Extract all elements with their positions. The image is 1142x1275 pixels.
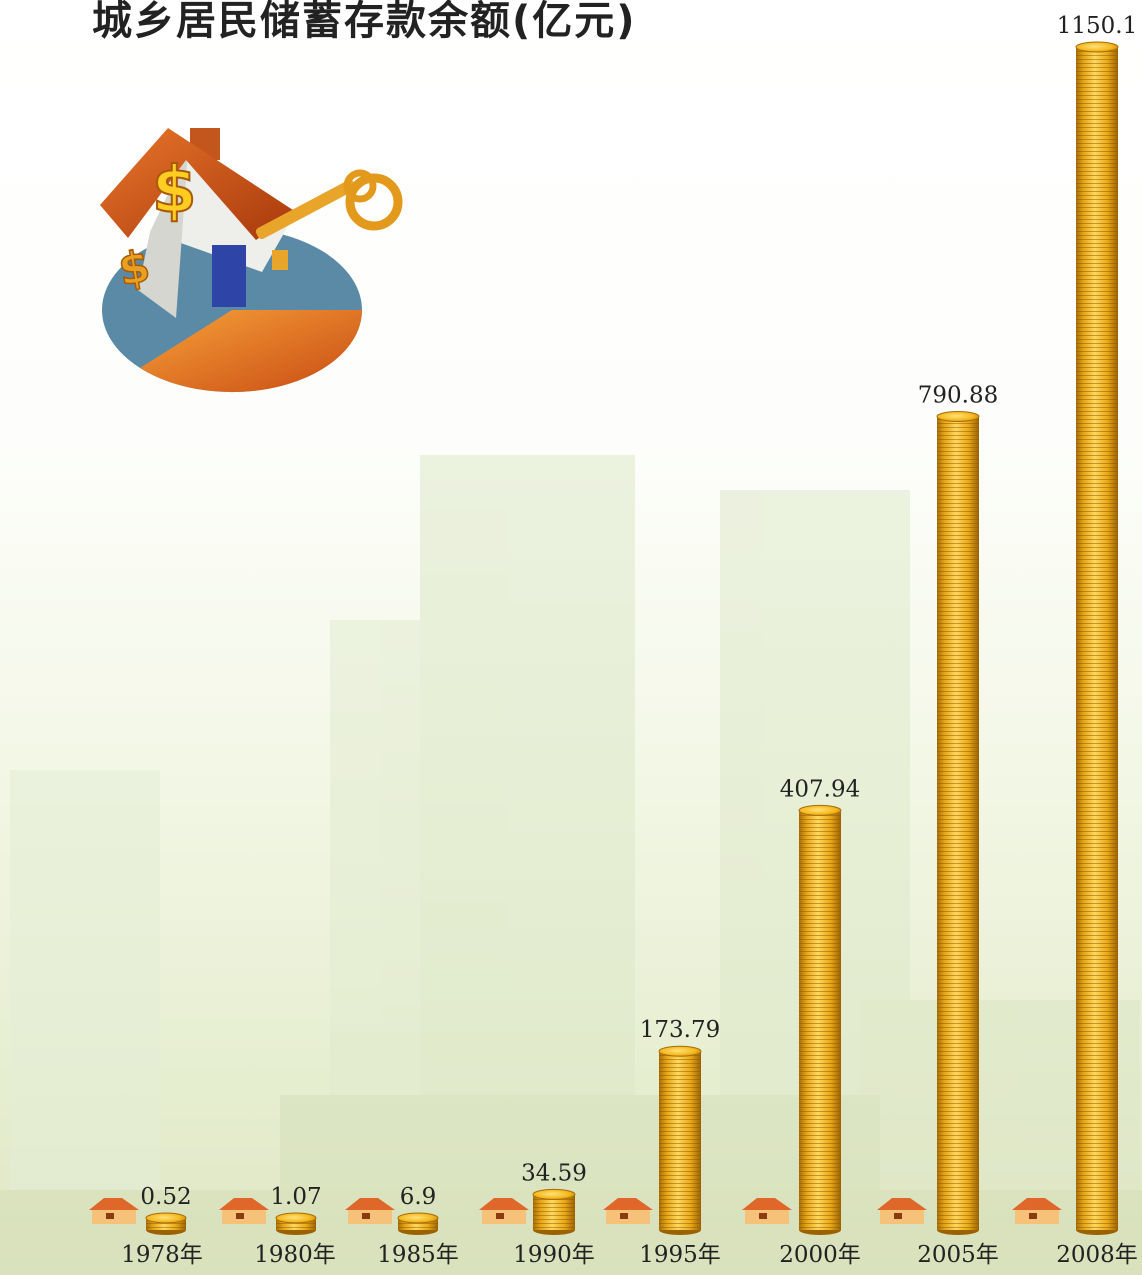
year-label: 1980年	[254, 1242, 336, 1268]
value-label: 173.79	[640, 1017, 720, 1043]
small-house-icon	[219, 1198, 269, 1224]
coin-stack-bar	[798, 804, 842, 1235]
coin-stack-bar	[397, 1212, 439, 1235]
small-house-icon	[603, 1198, 653, 1224]
value-labels: 0.52 1.07 6.9 34.59 173.79 407.94 790.88 1150.1	[140, 13, 1137, 1210]
small-house-icon	[89, 1198, 139, 1224]
coin-stack-bar	[658, 1045, 702, 1235]
value-label: 1.07	[270, 1184, 321, 1210]
value-label: 407.94	[780, 776, 860, 802]
year-label: 2000年	[779, 1242, 861, 1268]
coin-stacks	[145, 41, 1119, 1235]
year-label: 1995年	[639, 1242, 721, 1268]
year-label: 1978年	[121, 1242, 203, 1268]
small-house-icon	[877, 1198, 927, 1224]
house-key-illustration: $ $	[100, 128, 403, 393]
small-house-icon	[345, 1198, 395, 1224]
value-label: 790.88	[918, 382, 998, 408]
small-house-icon	[1012, 1198, 1062, 1224]
value-label: 1150.1	[1057, 13, 1137, 39]
value-label: 0.52	[140, 1184, 191, 1210]
svg-text:$: $	[152, 154, 197, 228]
small-house-icon	[742, 1198, 792, 1224]
coin-stack-bar	[532, 1188, 576, 1235]
year-labels: 1978年 1980年 1985年 1990年 1995年 2000年 2005年 2008年	[121, 1242, 1138, 1268]
coin-stack-bar	[1075, 41, 1119, 1235]
year-label: 2008年	[1056, 1242, 1138, 1268]
chart-title: 城乡居民储蓄存款余额(亿元)	[92, 0, 637, 44]
coin-stack-bar	[275, 1212, 317, 1235]
small-house-icon	[479, 1198, 529, 1224]
value-label: 6.9	[400, 1184, 437, 1210]
year-label: 1990年	[513, 1242, 595, 1268]
value-label: 34.59	[521, 1160, 587, 1186]
key-icon	[255, 169, 403, 270]
year-label: 1985年	[377, 1242, 459, 1268]
small-house-icons	[89, 1198, 1062, 1224]
coin-stack-bar	[145, 1212, 187, 1235]
year-label: 2005年	[917, 1242, 999, 1268]
coin-stack-bar	[936, 410, 980, 1235]
